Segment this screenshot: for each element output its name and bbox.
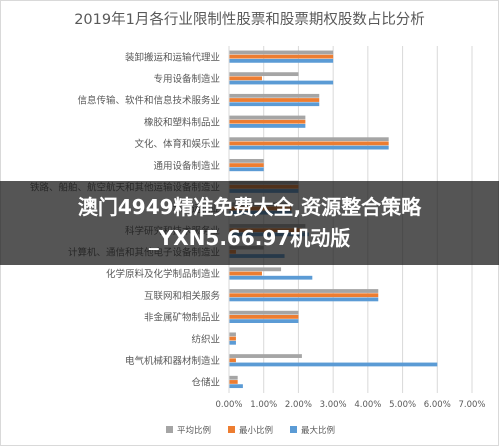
bar	[229, 271, 262, 276]
watermark-text: 澳门4949精准免费大全,资源整合策略 _YXN5.66.97机动版	[0, 192, 499, 254]
legend-swatch	[166, 426, 173, 433]
category-label: 信息传输、软件和信息技术服务业	[77, 95, 220, 107]
x-tick-label: 7.00%	[458, 400, 485, 410]
bar	[229, 115, 306, 120]
x-tick-label: 6.00%	[424, 400, 451, 410]
bar	[229, 141, 389, 146]
x-tick-label: 1.00%	[250, 400, 277, 410]
bar	[229, 336, 236, 341]
bar	[229, 380, 238, 384]
bar	[229, 137, 389, 142]
bar	[229, 158, 264, 163]
bar	[229, 384, 243, 389]
bar	[229, 275, 313, 280]
bar	[229, 76, 262, 81]
bar	[229, 362, 438, 367]
x-tick-label: 3.00%	[320, 400, 347, 410]
bar	[229, 145, 389, 150]
category-label: 纺织业	[191, 333, 220, 345]
bar	[229, 102, 320, 107]
watermark-line-1: 澳门4949精准免费大全,资源整合策略	[77, 195, 422, 219]
watermark-banner	[0, 181, 499, 265]
bar	[229, 267, 282, 272]
category-label: 化学原料及化学制品制造业	[106, 268, 220, 280]
bar	[229, 289, 379, 293]
watermark-line-2: _YXN5.66.97机动版	[148, 226, 351, 250]
bar	[229, 58, 334, 63]
category-label: 电气机械和器材制造业	[125, 355, 220, 367]
bar	[229, 358, 236, 363]
bar	[229, 354, 302, 358]
bar	[229, 124, 306, 128]
chart-title: 2019年1月各行业限制性股票和股票期权股数占比分析	[74, 12, 425, 28]
bar	[229, 340, 236, 345]
bar	[229, 310, 299, 315]
bar	[229, 319, 299, 323]
category-label: 仓储业	[191, 377, 220, 389]
legend-swatch	[290, 426, 297, 433]
legend-label: 最大比例	[301, 425, 335, 436]
legend-label: 平均比例	[177, 425, 211, 436]
bar	[229, 332, 236, 337]
tick-labels: 0.00% 1.00% 2.00% 3.00% 4.00% 5.00% 6.00% 7.00%	[215, 400, 485, 410]
bar	[229, 54, 334, 59]
bar	[229, 163, 264, 167]
category-label: 橡胶和塑料制品业	[144, 116, 220, 128]
category-label: 装卸搬运和运输代理业	[125, 51, 220, 63]
bar	[229, 375, 238, 380]
x-tick-label: 5.00%	[389, 400, 416, 410]
legend-swatch	[228, 426, 235, 433]
category-label: 非金属矿物制品业	[144, 312, 220, 324]
bar	[229, 167, 264, 172]
legend-label: 最小比例	[239, 425, 273, 436]
bar	[229, 72, 299, 77]
bar	[229, 297, 379, 302]
category-label: 互联网和相关服务	[144, 290, 221, 302]
bar	[229, 93, 320, 98]
x-tick-label: 0.00%	[215, 400, 242, 410]
legend: 平均比例 最小比例 最大比例	[166, 425, 335, 436]
bar	[229, 50, 334, 55]
bar	[229, 119, 306, 124]
category-label: 通用设备制造业	[153, 160, 220, 172]
bar	[229, 314, 299, 319]
bar	[229, 80, 334, 85]
category-label: 专用设备制造业	[153, 73, 220, 85]
bar	[229, 293, 379, 298]
category-label: 文化、体育和娱乐业	[134, 138, 220, 150]
bar	[229, 98, 320, 102]
x-tick-label: 4.00%	[354, 400, 381, 410]
x-tick-label: 2.00%	[285, 400, 312, 410]
